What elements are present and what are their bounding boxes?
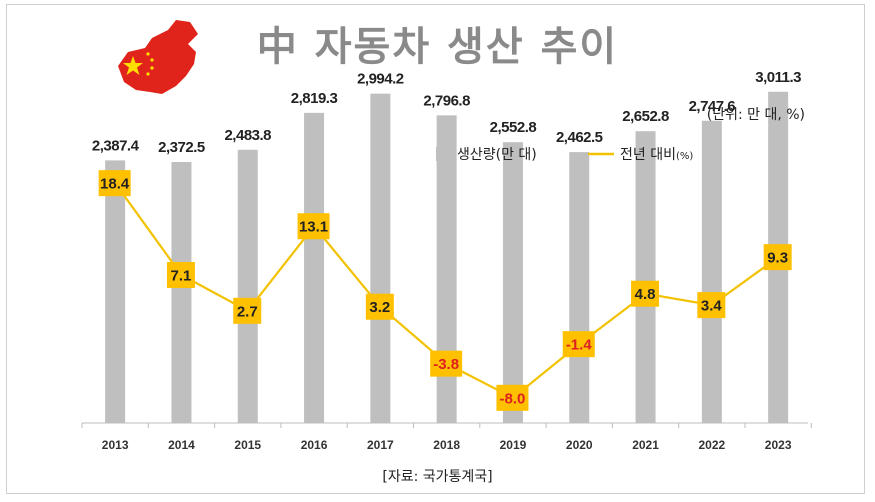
unit-note: (단위: 만 대, %) (706, 107, 805, 123)
x-tick-label: 2015 (234, 438, 261, 452)
bar-2020 (569, 152, 590, 423)
bar-value-label: 3,011.3 (755, 69, 801, 86)
x-tick-label: 2022 (698, 438, 725, 452)
yoy-label-box (496, 384, 529, 411)
bar-2015 (237, 149, 258, 424)
yoy-value-label: 3.2 (369, 299, 390, 316)
china-flag-small-star (150, 66, 154, 70)
bar-2019 (502, 142, 523, 423)
x-tick-label: 2020 (566, 438, 593, 452)
legend-line-label: 전년 대비(%) (620, 147, 693, 163)
yoy-value-label: -3.8 (433, 356, 459, 373)
yoy-value-label: 4.8 (635, 286, 656, 303)
yoy-value-label: 2.7 (237, 303, 258, 320)
bar-2018 (436, 115, 457, 424)
bar-value-label: 2,462.5 (556, 129, 603, 146)
chart-title: 中 자동차 생산 추이 (256, 24, 619, 70)
bar-value-label: 2,552.8 (490, 119, 537, 136)
x-tick-label: 2019 (500, 438, 527, 452)
yoy-label-box (297, 213, 330, 240)
china-map-shape (118, 20, 198, 94)
bar-2021 (635, 131, 656, 423)
bar-2016 (304, 112, 325, 423)
yoy-value-label: 18.4 (100, 176, 130, 193)
yoy-label-box (631, 280, 660, 307)
x-tick-label: 2013 (102, 438, 129, 452)
yoy-value-label: -8.0 (500, 390, 526, 407)
yoy-value-label: -1.4 (566, 337, 593, 354)
x-tick-label: 2017 (367, 438, 394, 452)
china-flag-small-star (146, 72, 150, 76)
yoy-value-label: 13.1 (299, 219, 328, 236)
bar-value-label: 2,819.3 (291, 90, 338, 107)
bar-value-label: 2,796.8 (423, 92, 470, 109)
china-flag-small-star (150, 58, 154, 62)
yoy-label-box (562, 331, 595, 358)
yoy-value-label: 9.3 (767, 250, 788, 267)
bar-value-label: 2,994.2 (357, 71, 404, 88)
bar-2014 (171, 162, 192, 423)
yoy-label-box (98, 170, 131, 197)
bar-2017 (370, 93, 391, 423)
china-flag-star (123, 56, 143, 75)
bar-2013 (105, 160, 126, 424)
bar-value-label: 2,387.4 (92, 137, 140, 154)
legend-line-unit: (%) (676, 151, 693, 162)
x-tick-label: 2016 (301, 438, 328, 452)
bar-value-label: 2,372.5 (158, 139, 205, 156)
bar-value-label: 2,747.6 (689, 98, 736, 115)
yoy-label-box (365, 293, 394, 320)
x-tick-label: 2021 (632, 438, 659, 452)
china-flag-small-star (146, 52, 150, 56)
yoy-label-box (697, 292, 726, 319)
bar-value-label: 2,483.8 (224, 127, 271, 144)
yoy-value-label: 7.1 (171, 268, 192, 285)
yoy-label-box (166, 262, 195, 289)
bar-value-label: 2,652.8 (622, 108, 669, 125)
x-tick-label: 2014 (168, 438, 195, 452)
yoy-label-box (430, 350, 463, 377)
yoy-value-label: 3.4 (701, 298, 723, 315)
source-note: [자료: 국가통계국] (382, 469, 493, 485)
x-tick-label: 2018 (433, 438, 460, 452)
legend-bar-swatch (436, 147, 450, 161)
legend-bar-label: 생산량(만 대) (457, 147, 537, 163)
x-tick-label: 2023 (765, 438, 792, 452)
bar-2022 (701, 120, 722, 423)
yoy-label-box (233, 297, 262, 324)
yoy-label-box (763, 244, 792, 271)
